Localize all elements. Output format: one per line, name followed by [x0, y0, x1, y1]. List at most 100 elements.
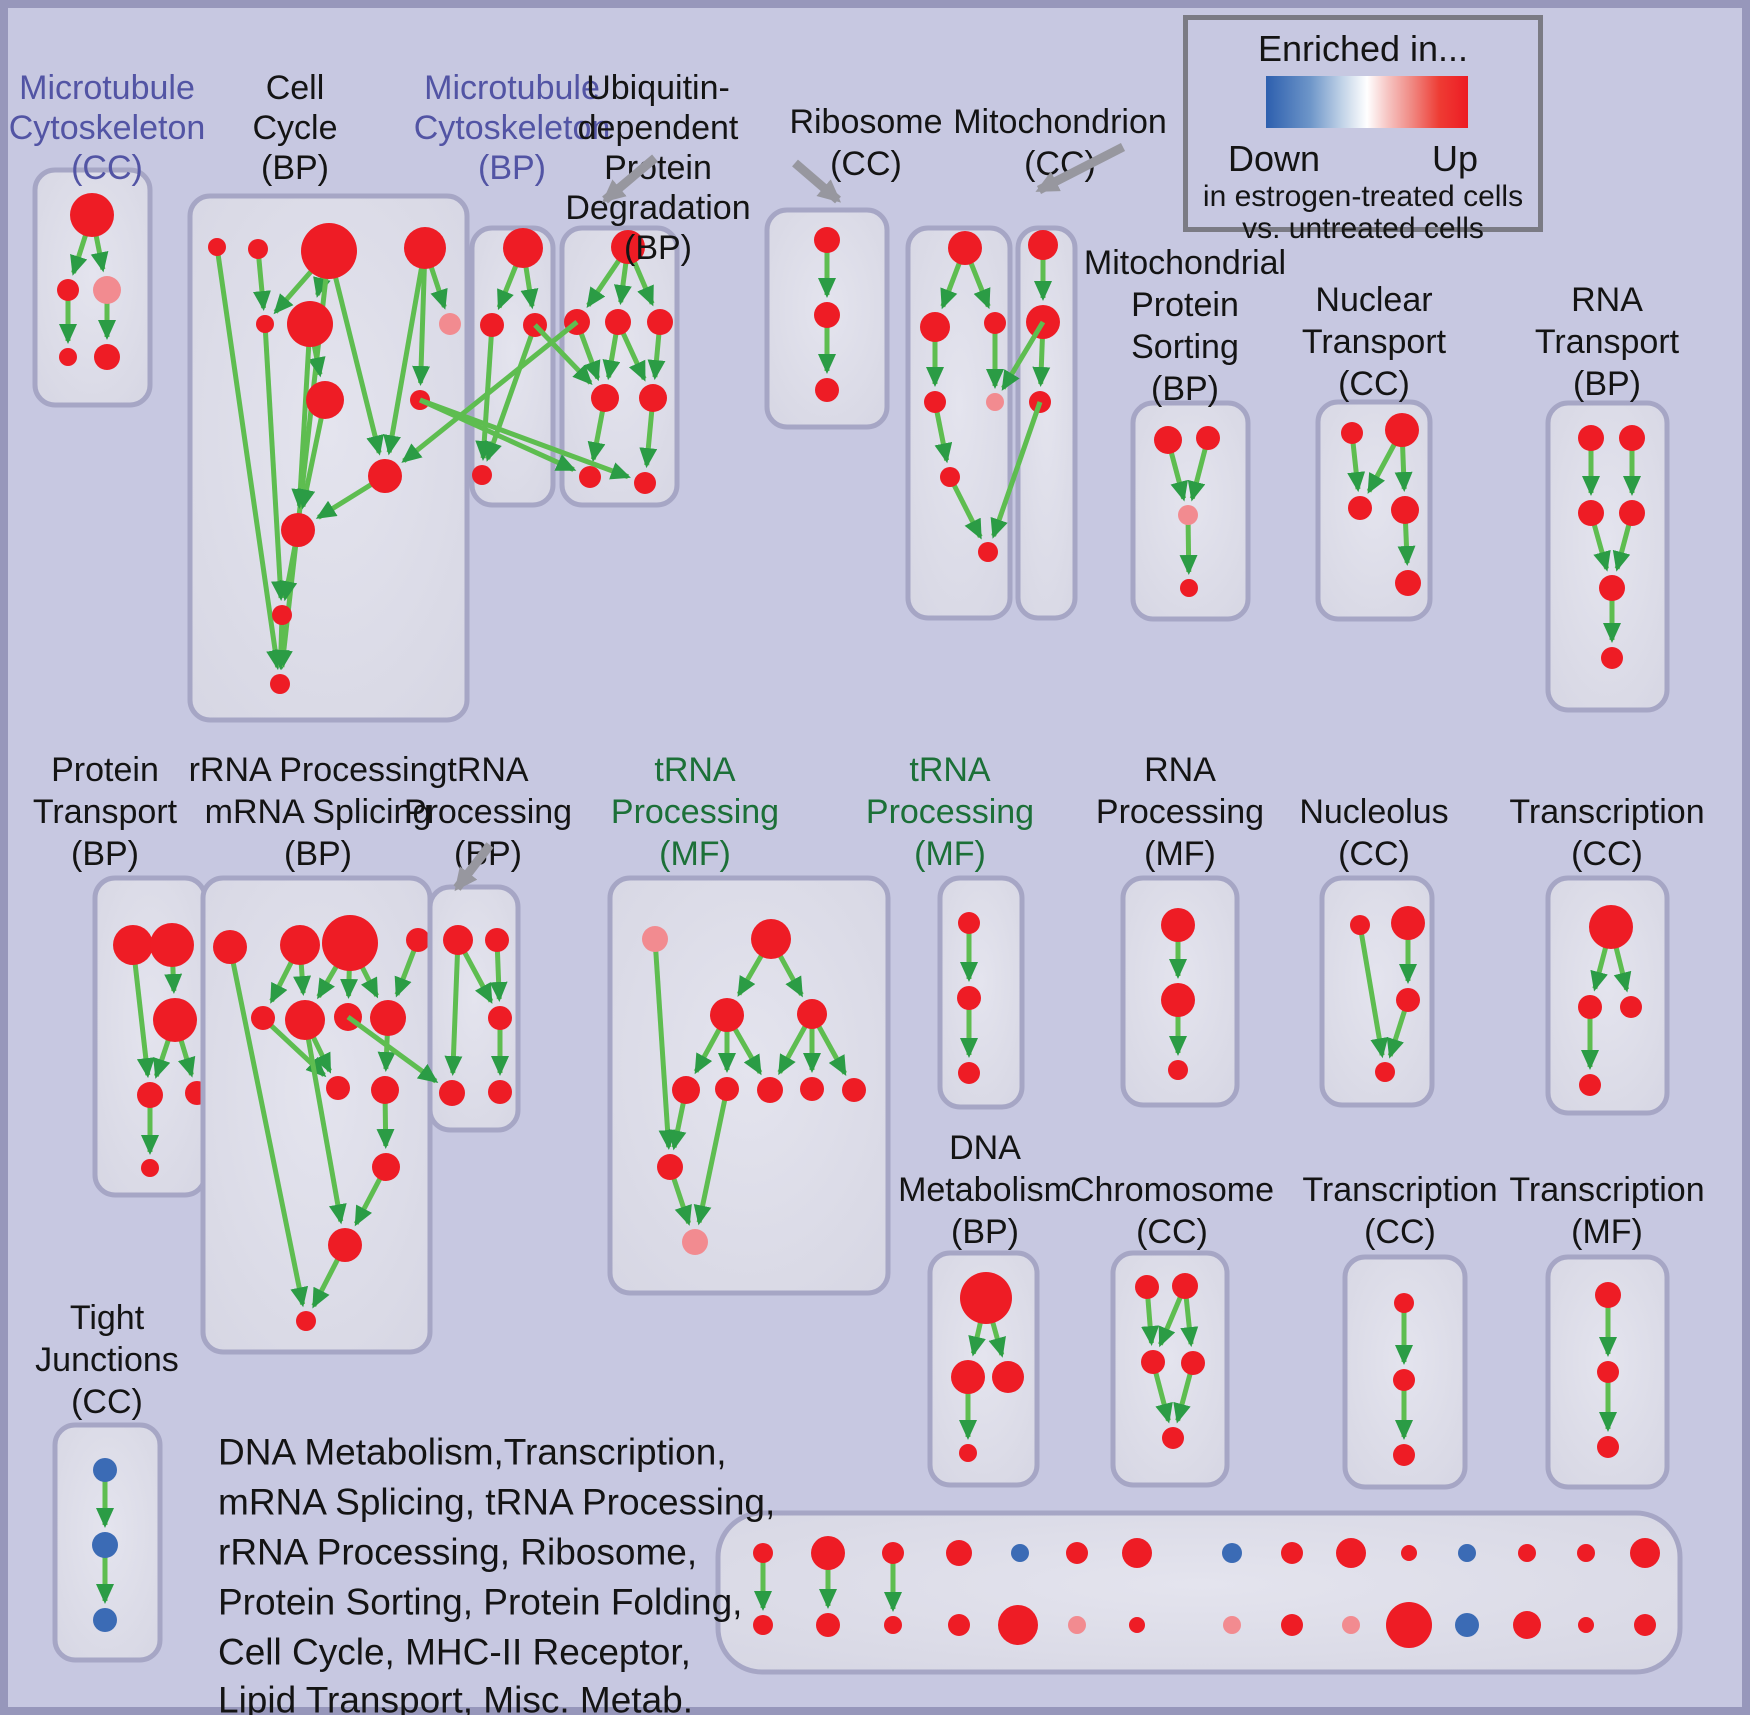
go-edge-arrow	[1357, 924, 1389, 1059]
go-term-node-red	[1395, 570, 1421, 596]
go-term-node-blue	[1011, 1544, 1029, 1562]
ubiquitin-right-callout-arrow	[792, 159, 842, 204]
legend-box: Enriched in... Down Up in estrogen-treat…	[1183, 15, 1543, 245]
go-term-node-red	[1393, 1444, 1415, 1466]
go-term-node-red	[920, 312, 950, 342]
tight-junctions-cc-group: Tight Junctions (CC)	[35, 1299, 179, 1663]
microtubule-cytoskeleton-bp-group: Microtubule Cytoskeleton (BP)	[414, 69, 610, 508]
go-term-node-red	[924, 391, 946, 413]
go-term-node-red	[951, 1360, 985, 1394]
go-edge-arrow	[302, 1019, 347, 1225]
rna-processing-mf-group: RNA Processing (MF)	[1096, 751, 1264, 1108]
go-term-node-red	[710, 998, 744, 1032]
go-term-node-red	[611, 230, 645, 264]
microtubule-cytoskeleton-cc-label: Microtubule Cytoskeleton (CC)	[9, 69, 206, 187]
transcription-cc-row2-label: Transcription (CC)	[1509, 793, 1704, 873]
ribosome-cc-label: Ribosome (CC)	[789, 103, 942, 183]
rrna-processing-mrna-splicing-bp-label: rRNA Processing mRNA Splicing (BP)	[189, 751, 448, 873]
go-term-node-red	[1589, 905, 1633, 949]
go-term-node-red	[882, 1542, 904, 1564]
dna-metabolism-bp-label: DNA Metabolism (BP)	[898, 1129, 1072, 1251]
go-term-node-red	[815, 378, 839, 402]
go-term-node-blue	[93, 1608, 117, 1632]
go-term-node-red	[579, 466, 601, 488]
transcription-cc-row2-group: Transcription (CC)	[1509, 793, 1705, 1116]
go-term-node-pink	[1342, 1616, 1360, 1634]
trna-processing-mf-large-label: tRNA Processing (MF)	[611, 751, 779, 873]
cluster-box	[559, 225, 680, 508]
go-term-node-red	[1394, 1293, 1414, 1313]
nuclear-transport-cc-label: Nuclear Transport (CC)	[1302, 281, 1447, 403]
go-term-node-red	[634, 472, 656, 494]
go-edge-arrow	[1001, 320, 1046, 391]
go-term-node-red	[842, 1078, 866, 1102]
go-edge-arrow	[130, 944, 155, 1079]
go-term-node-red	[958, 912, 980, 934]
ubiquitin-dependent-protein-degradation-bp-box2-group	[764, 207, 890, 430]
chromosome-cc-label: Chromosome (CC)	[1070, 1171, 1274, 1251]
go-term-node-red	[753, 1615, 773, 1635]
go-term-node-red	[1341, 422, 1363, 444]
go-term-node-red	[281, 513, 315, 547]
go-term-node-red	[992, 1361, 1024, 1393]
go-edge-arrow	[291, 323, 313, 510]
go-term-node-red	[1122, 1538, 1152, 1568]
go-term-node-red	[998, 1605, 1038, 1645]
go-term-node-red	[959, 1444, 977, 1462]
ubiquitin-left-callout-arrow	[601, 154, 658, 204]
go-term-node-red	[480, 313, 504, 337]
mixed-terms-text-line: mRNA Splicing, tRNA Processing,	[218, 1482, 775, 1523]
legend-title: Enriched in...	[1257, 28, 1469, 69]
go-term-node-red	[251, 1006, 275, 1030]
ribosome-cc-group: Ribosome (CC)	[789, 103, 1013, 621]
go-term-node-red	[1375, 1062, 1395, 1082]
go-term-node-red	[285, 1000, 325, 1040]
go-term-node-red	[1634, 1614, 1656, 1636]
go-term-node-red	[1599, 575, 1625, 601]
legend-up-label: Up	[1431, 138, 1478, 179]
go-term-node-red	[1578, 1617, 1594, 1633]
go-edge-arrow	[227, 946, 309, 1308]
go-term-node-red	[816, 1613, 840, 1637]
cluster-box	[1545, 875, 1670, 1116]
go-term-node-red	[137, 1082, 163, 1108]
go-term-node-red	[301, 223, 357, 279]
go-term-node-red	[1181, 1351, 1205, 1375]
go-edge-arrow	[214, 246, 285, 671]
go-term-node-red	[296, 1311, 316, 1331]
tight-junctions-cc-label: Tight Junctions (CC)	[35, 1299, 179, 1421]
go-term-node-red	[800, 1077, 824, 1101]
go-term-node-red	[1578, 425, 1604, 451]
go-term-node-red	[70, 193, 114, 237]
go-term-node-red	[1396, 988, 1420, 1012]
go-term-node-red	[280, 925, 320, 965]
dna-metabolism-bp-group: DNA Metabolism (BP)	[898, 1129, 1072, 1488]
go-term-node-red	[1401, 1545, 1417, 1561]
go-term-node-pink	[1223, 1616, 1241, 1634]
go-term-node-red	[940, 467, 960, 487]
go-term-node-red	[1168, 1060, 1188, 1080]
go-edge-arrow	[412, 247, 431, 387]
rna-transport-bp-group: RNA Transport (BP)	[1535, 281, 1680, 713]
go-term-node-red	[591, 384, 619, 412]
cluster-box	[1110, 1250, 1230, 1488]
go-term-node-red	[372, 1153, 400, 1181]
go-term-node-red	[672, 1076, 700, 1104]
go-term-node-red	[141, 1159, 159, 1177]
go-term-node-red	[1579, 1074, 1601, 1096]
go-term-node-red	[753, 1543, 773, 1563]
go-term-node-red	[1281, 1614, 1303, 1636]
go-term-node-red	[1619, 500, 1645, 526]
go-term-node-red	[757, 1077, 783, 1103]
go-term-node-red	[153, 998, 197, 1042]
go-term-node-red	[1141, 1350, 1165, 1374]
go-term-node-blue	[93, 1458, 117, 1482]
go-edge-arrow	[533, 323, 593, 386]
go-term-node-red	[248, 239, 268, 259]
mixed-terms-text-line: Cell Cycle, MHC-II Receptor,	[218, 1632, 691, 1673]
go-term-node-red	[960, 1272, 1012, 1324]
go-term-node-red	[1518, 1544, 1536, 1562]
go-term-node-red	[208, 238, 226, 256]
go-term-node-red	[488, 1006, 512, 1030]
